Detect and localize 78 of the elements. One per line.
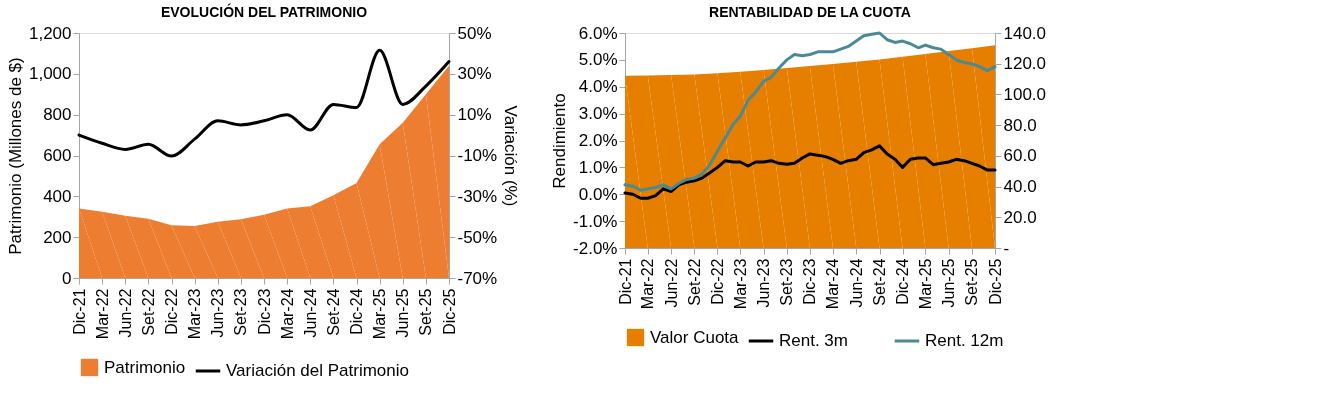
x-tick-label: Dic-23 — [801, 258, 819, 305]
x-tick-label: Set-23 — [232, 288, 250, 336]
x-tick-label: Mar-22 — [93, 288, 111, 340]
y2-tick-label: -70% — [457, 268, 498, 288]
x-tick-label: Dic-25 — [440, 288, 458, 335]
x-tick-label: Dic-21 — [616, 258, 634, 305]
y-axis-title: Rendimiento — [550, 93, 570, 189]
x-tick-label: Mar-22 — [639, 258, 657, 310]
legend-label: Rent. 3m — [779, 331, 848, 350]
y2-tick-label: -50% — [457, 227, 498, 247]
x-tick-label: Mar-23 — [731, 258, 749, 310]
x-tick-label: Jun-23 — [209, 288, 227, 338]
y-tick-label: 600 — [43, 146, 72, 165]
y2-tick-label: 60.0 — [1003, 146, 1037, 166]
x-tick-label: Dic-24 — [348, 288, 365, 335]
y2-tick-label: 10% — [457, 105, 492, 125]
y2-tick-label: -30% — [457, 186, 498, 206]
x-tick-label: Jun-22 — [662, 258, 680, 308]
y2-tick-label: 50% — [457, 23, 492, 43]
x-tick-label: Mar-23 — [186, 288, 204, 340]
y2-tick-label: - — [1003, 238, 1010, 258]
x-tick-label: Mar-25 — [916, 258, 934, 310]
y2-tick-label: -10% — [457, 146, 498, 165]
line-series — [623, 144, 997, 200]
y-tick-label: -1.0% — [573, 211, 618, 231]
y-tick-label: 1,200 — [28, 23, 72, 43]
y-axis-title: Patrimonio (Millones de $) — [5, 57, 25, 255]
y-tick-label: 6.0% — [578, 23, 618, 43]
x-tick-label: Dic-22 — [708, 258, 726, 305]
y-tick-label: 200 — [43, 227, 72, 247]
x-tick-label: Set-24 — [324, 288, 342, 336]
y2-tick-label: 20.0 — [1003, 207, 1037, 227]
x-tick-label: Set-24 — [871, 258, 889, 306]
y-tick-label: -2.0% — [573, 238, 618, 258]
y2-axis-title: Variación (%) — [501, 105, 521, 207]
y2-tick-label: 140.0 — [1003, 23, 1047, 43]
y-tick-label: 2.0% — [578, 131, 618, 150]
y2-tick-label: 40.0 — [1003, 177, 1037, 197]
x-tick-label: Dic-25 — [986, 258, 1004, 305]
x-tick-label: Jun-23 — [755, 258, 773, 308]
x-tick-label: Dic-23 — [255, 288, 273, 335]
y2-tick-label: 100.0 — [1003, 84, 1047, 104]
y-tick-label: 4.0% — [578, 77, 618, 97]
legend-label: Rent. 12m — [925, 331, 1004, 350]
x-tick-label: Set-22 — [685, 258, 703, 306]
line-series — [77, 48, 451, 158]
y-tick-label: 0 — [62, 268, 72, 288]
y2-tick-label: 120.0 — [1003, 54, 1047, 74]
chart-title: EVOLUCIÓN DEL PATRIMONIO — [160, 3, 368, 20]
y-tick-label: 0.0% — [578, 184, 618, 204]
y-tick-label: 5.0% — [578, 50, 618, 70]
chart-title: RENTABILIDAD DE LA CUOTA — [709, 4, 911, 20]
x-tick-label: Jun-22 — [116, 288, 134, 338]
x-tick-label: Mar-24 — [824, 258, 842, 310]
line-series — [623, 31, 997, 192]
y2-tick-label: 80.0 — [1003, 115, 1037, 135]
y-tick-label: 1,000 — [28, 64, 72, 84]
x-tick-label: Jun-24 — [847, 258, 865, 308]
legend-label: Patrimonio — [104, 357, 186, 377]
y-tick-label: 1.0% — [578, 157, 618, 177]
x-tick-label: Jun-24 — [301, 288, 319, 338]
y-tick-label: 400 — [43, 186, 72, 206]
x-tick-label: Jun-25 — [394, 288, 412, 338]
x-tick-label: Set-25 — [963, 258, 981, 306]
x-tick-label: Set-25 — [417, 288, 435, 336]
x-tick-label: Dic-22 — [163, 288, 180, 335]
x-tick-label: Mar-24 — [278, 288, 296, 340]
x-tick-label: Mar-25 — [371, 288, 389, 340]
x-tick-label: Jun-25 — [940, 258, 958, 308]
y-tick-label: 3.0% — [578, 104, 618, 124]
y-tick-label: 800 — [43, 105, 72, 125]
x-tick-label: Dic-24 — [894, 258, 912, 305]
x-tick-label: Set-22 — [139, 288, 157, 336]
x-tick-label: Dic-21 — [70, 288, 88, 335]
legend-label: Variación del Patrimonio — [226, 361, 409, 380]
legend-label: Valor Cuota — [650, 327, 740, 347]
x-tick-label: Set-23 — [778, 258, 796, 306]
y2-tick-label: 30% — [457, 64, 492, 84]
